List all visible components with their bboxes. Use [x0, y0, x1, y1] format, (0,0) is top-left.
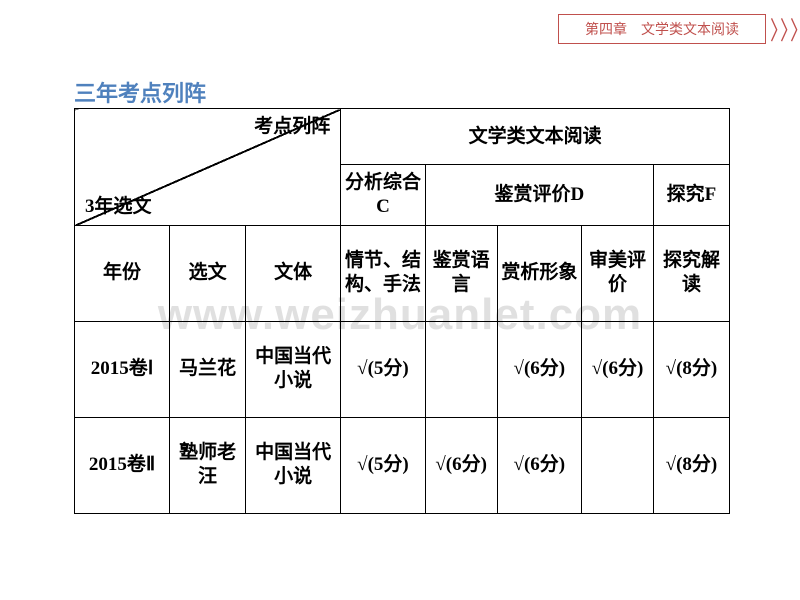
cell-v2: √(6分): [425, 417, 497, 513]
col-plot: 情节、结构、手法: [341, 225, 426, 321]
diag-bottom-label: 3年选文: [85, 195, 152, 219]
table-row: 2015卷Ⅰ 马兰花 中国当代小说 √(5分) √(6分) √(6分) √(8分…: [75, 321, 730, 417]
cell-v1: √(5分): [341, 417, 426, 513]
chevron-right-icon: 〉〉〉: [770, 11, 800, 47]
col-image: 赏析形象: [497, 225, 582, 321]
col-inquiry: 探究解读: [653, 225, 729, 321]
col-selection: 选文: [170, 225, 246, 321]
cell-selection: 塾师老汪: [170, 417, 246, 513]
table-row: 2015卷Ⅱ 塾师老汪 中国当代小说 √(5分) √(6分) √(6分) √(8…: [75, 417, 730, 513]
cell-selection: 马兰花: [170, 321, 246, 417]
cell-v3: √(6分): [497, 417, 582, 513]
header-appreciation: 鉴赏评价D: [425, 165, 653, 226]
col-aesthetic: 审美评价: [582, 225, 654, 321]
cell-year: 2015卷Ⅰ: [75, 321, 170, 417]
cell-v4: [582, 417, 654, 513]
cell-v5: √(8分): [653, 321, 729, 417]
cell-genre: 中国当代小说: [246, 417, 341, 513]
chapter-banner-text: 第四章 文学类文本阅读: [558, 14, 766, 44]
diag-top-label: 考点列阵: [254, 115, 330, 139]
diagonal-header-cell: 考点列阵 3年选文: [75, 109, 341, 226]
cell-genre: 中国当代小说: [246, 321, 341, 417]
cell-v2: [425, 321, 497, 417]
section-subtitle: 三年考点列阵: [74, 76, 206, 108]
col-language: 鉴赏语言: [425, 225, 497, 321]
cell-v4: √(6分): [582, 321, 654, 417]
col-genre: 文体: [246, 225, 341, 321]
exam-points-table: 考点列阵 3年选文 文学类文本阅读 分析综合C 鉴赏评价D 探究F 年份 选文 …: [74, 108, 730, 514]
cell-v1: √(5分): [341, 321, 426, 417]
col-year: 年份: [75, 225, 170, 321]
cell-v3: √(6分): [497, 321, 582, 417]
header-group-title: 文学类文本阅读: [341, 109, 730, 165]
chapter-banner: 第四章 文学类文本阅读 〉〉〉: [558, 14, 800, 44]
header-inquiry: 探究F: [653, 165, 729, 226]
cell-v5: √(8分): [653, 417, 729, 513]
header-analysis: 分析综合C: [341, 165, 426, 226]
cell-year: 2015卷Ⅱ: [75, 417, 170, 513]
